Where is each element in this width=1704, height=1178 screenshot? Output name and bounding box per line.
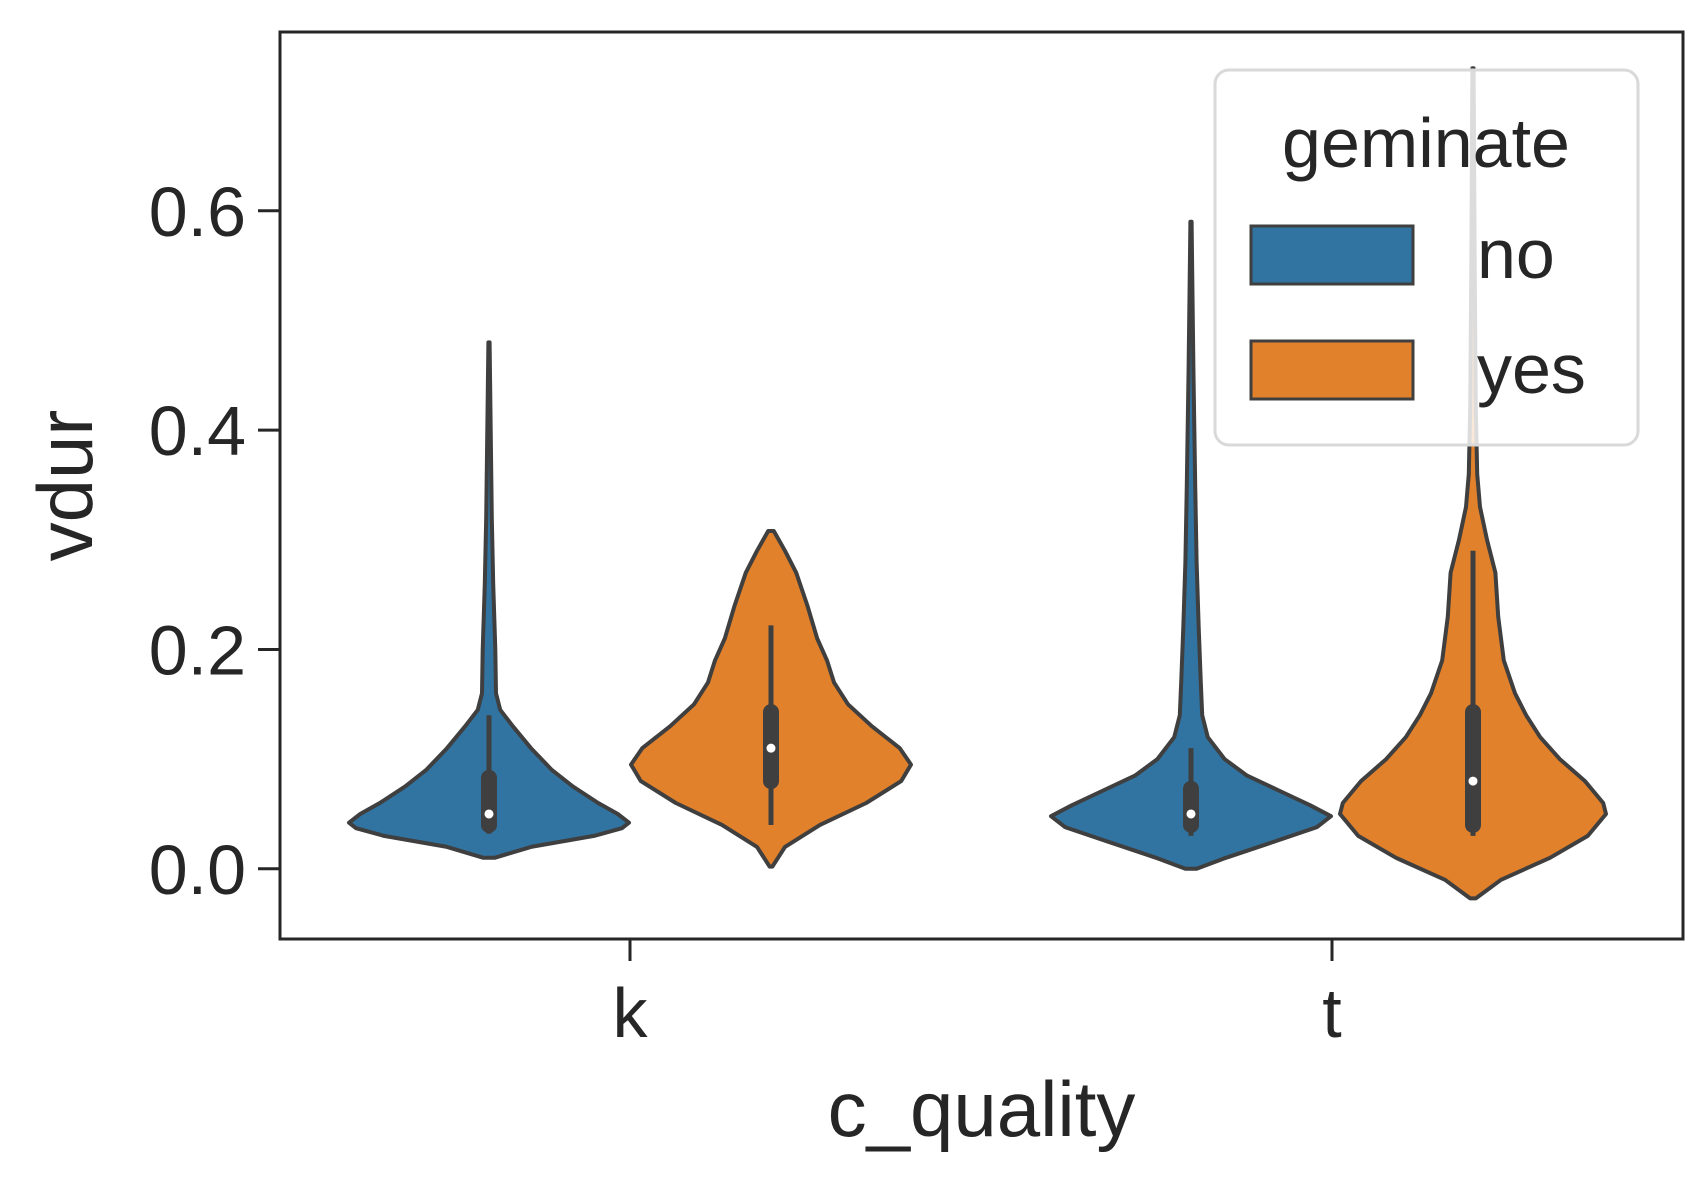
x-tick-label-k: k — [613, 974, 649, 1052]
violin-no-t — [1049, 219, 1333, 871]
axes-layer: 0.0 0.2 0.4 0.6 k t c_quality vdur — [21, 30, 1685, 1153]
legend: geminate no yes — [1213, 68, 1640, 447]
x-axis-label: c_quality — [828, 1065, 1136, 1153]
legend-title: geminate — [1282, 104, 1570, 182]
violin-no-k — [347, 340, 631, 860]
legend-label-yes: yes — [1477, 330, 1586, 408]
y-tick-label: 0.0 — [149, 831, 246, 909]
plot-frame — [278, 30, 1685, 941]
y-axis-label: vdur — [21, 410, 109, 562]
violin-median-no-t — [1186, 809, 1196, 819]
x-tick-label-t: t — [1322, 974, 1341, 1052]
violin-median-no-k — [484, 809, 494, 819]
violin-median-yes-t — [1468, 776, 1478, 786]
violins-layer — [347, 66, 1608, 901]
y-tick-label: 0.4 — [149, 392, 246, 470]
legend-swatch-no — [1249, 224, 1415, 286]
y-tick-label: 0.6 — [149, 173, 246, 251]
violin-median-yes-k — [766, 743, 776, 753]
legend-swatch-yes — [1249, 339, 1415, 401]
legend-label-no: no — [1477, 215, 1555, 293]
violin-yes-t — [1338, 66, 1608, 901]
y-tick-label: 0.2 — [149, 611, 246, 689]
